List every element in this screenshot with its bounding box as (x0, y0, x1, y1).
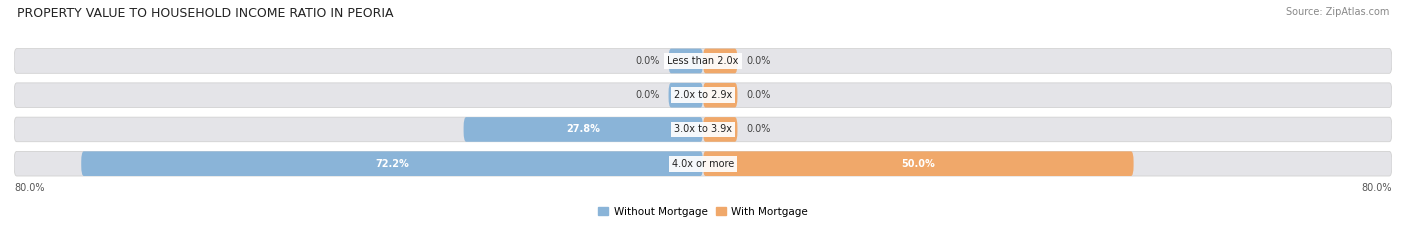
FancyBboxPatch shape (14, 117, 1392, 142)
FancyBboxPatch shape (703, 151, 1133, 176)
Text: 0.0%: 0.0% (747, 124, 770, 135)
Legend: Without Mortgage, With Mortgage: Without Mortgage, With Mortgage (598, 207, 808, 217)
Text: 0.0%: 0.0% (636, 90, 659, 100)
Text: 0.0%: 0.0% (747, 90, 770, 100)
Text: Source: ZipAtlas.com: Source: ZipAtlas.com (1285, 7, 1389, 17)
FancyBboxPatch shape (703, 49, 738, 73)
Text: 72.2%: 72.2% (375, 159, 409, 169)
FancyBboxPatch shape (669, 83, 703, 108)
Text: PROPERTY VALUE TO HOUSEHOLD INCOME RATIO IN PEORIA: PROPERTY VALUE TO HOUSEHOLD INCOME RATIO… (17, 7, 394, 20)
Text: 0.0%: 0.0% (636, 56, 659, 66)
Text: 50.0%: 50.0% (901, 159, 935, 169)
FancyBboxPatch shape (464, 117, 703, 142)
FancyBboxPatch shape (14, 83, 1392, 108)
Text: 80.0%: 80.0% (1361, 183, 1392, 193)
FancyBboxPatch shape (703, 83, 738, 108)
Text: 3.0x to 3.9x: 3.0x to 3.9x (673, 124, 733, 135)
Text: 80.0%: 80.0% (14, 183, 45, 193)
Text: 4.0x or more: 4.0x or more (672, 159, 734, 169)
FancyBboxPatch shape (14, 151, 1392, 176)
Text: 0.0%: 0.0% (747, 56, 770, 66)
Text: 27.8%: 27.8% (567, 124, 600, 135)
FancyBboxPatch shape (82, 151, 703, 176)
FancyBboxPatch shape (14, 49, 1392, 73)
Text: Less than 2.0x: Less than 2.0x (668, 56, 738, 66)
Text: 2.0x to 2.9x: 2.0x to 2.9x (673, 90, 733, 100)
FancyBboxPatch shape (703, 117, 738, 142)
FancyBboxPatch shape (669, 49, 703, 73)
